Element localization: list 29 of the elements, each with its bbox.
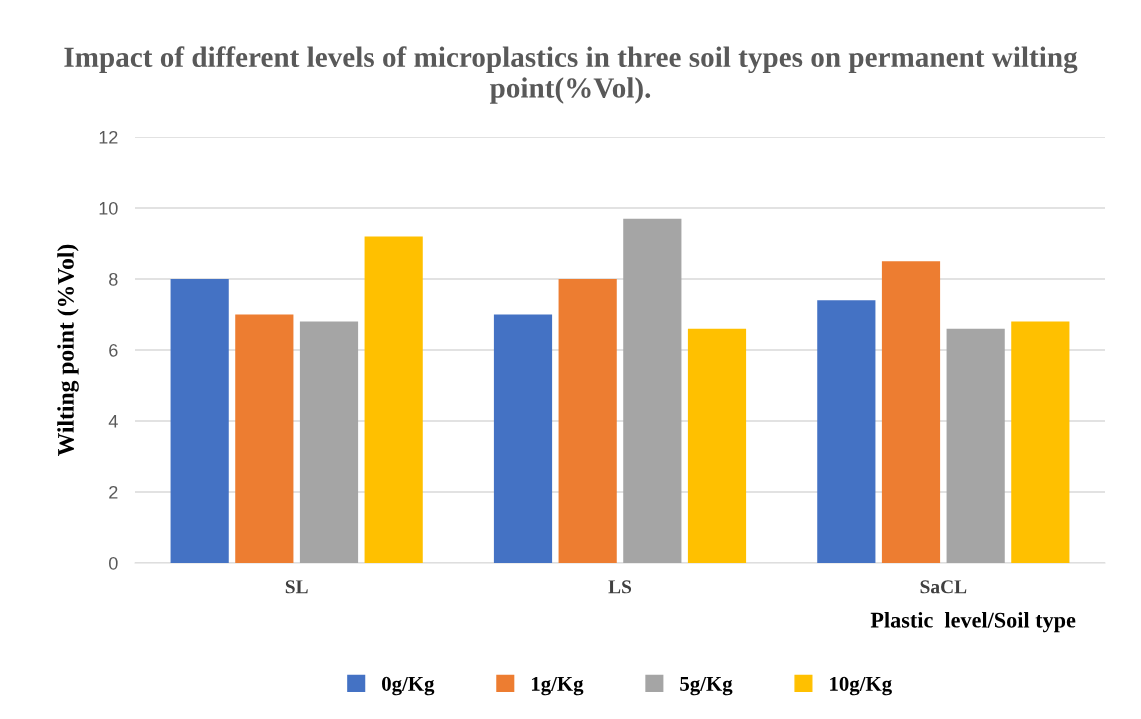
y-tick-label: 12: [99, 130, 118, 144]
y-tick-label: 10: [99, 201, 118, 215]
bar: [558, 279, 617, 563]
bar: [687, 328, 747, 563]
y-tick-label: 4: [108, 415, 118, 428]
chart-title: Impact of different levels of microplastics in three soil types on permanent wilting point(%Vol).: [64, 46, 1078, 104]
x-tick-label: SL: [285, 580, 308, 594]
x-tick-label: LS: [608, 580, 632, 594]
legend-label: 0g/Kg: [382, 676, 435, 696]
x-axis-title: Plastic level/Soil type: [870, 611, 1076, 633]
bar: [881, 261, 941, 563]
bar: [946, 328, 1005, 563]
y-tick-label: 8: [109, 272, 118, 286]
legend-label: 10g/Kg: [830, 676, 892, 696]
bar: [1011, 321, 1070, 563]
bar: [493, 314, 553, 563]
bar: [299, 321, 359, 563]
x-tick-label: SaCL: [920, 580, 967, 594]
y-tick-label: 0: [109, 556, 118, 570]
bar: [364, 236, 423, 563]
bar: [170, 279, 229, 563]
bar: [817, 300, 876, 563]
bar: [623, 218, 682, 563]
y-tick-label: 6: [109, 343, 118, 357]
legend-label: 1g/Kg: [531, 676, 584, 696]
y-tick-label: 2: [109, 485, 118, 499]
bar: [235, 314, 294, 563]
legend-label: 5g/Kg: [680, 676, 733, 696]
y-axis-title: Wilting point (%Vol): [57, 244, 79, 456]
